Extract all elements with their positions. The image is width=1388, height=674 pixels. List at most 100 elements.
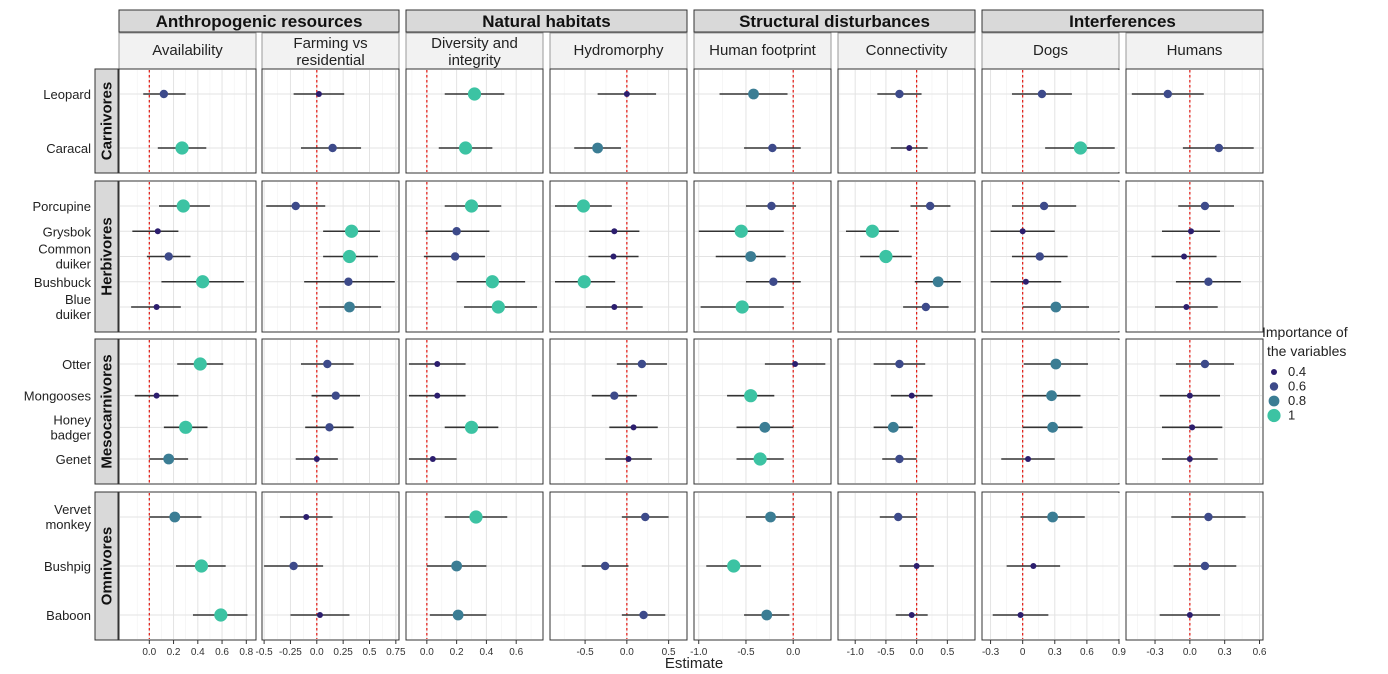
panel-mesocarnivores-humans: [1125, 338, 1264, 485]
x-tick-label: 0.0: [786, 647, 800, 658]
row-strip-bg: [94, 68, 119, 174]
estimate-point-honey-badger: [887, 421, 899, 433]
species-label-leopard: Leopard: [43, 87, 91, 102]
estimate-point-bushpig: [289, 561, 298, 571]
x-tick-label: 0.0: [910, 647, 924, 658]
estimate-point-porcupine: [576, 199, 591, 213]
x-axis-humans: -0.3 0.0 0.3 0.6: [1146, 640, 1267, 658]
estimate-point-honey-badger: [630, 424, 637, 431]
species-label-genet: Genet: [56, 452, 92, 467]
row-strip-carnivores: Carnivores: [94, 68, 119, 174]
var-strip-label: Hydromorphy: [573, 42, 664, 59]
var-strip-label: Availability: [152, 42, 223, 59]
x-axis-connectivity: -1.0 -0.5 0.0 0.5: [847, 640, 955, 658]
estimate-point-bushbuck: [769, 277, 778, 286]
species-label-porcupine: Porcupine: [32, 199, 91, 214]
estimate-point-mongooses: [434, 392, 441, 399]
estimate-point-mongooses: [153, 392, 160, 399]
estimate-point-grysbok: [344, 224, 359, 238]
estimate-point-common-duiker: [342, 249, 357, 264]
panel-bg: [1125, 338, 1264, 485]
species-label-mongooses: Mongooses: [24, 389, 92, 404]
legend-title-line: the variables: [1267, 343, 1346, 359]
panel-omnivores-diversity-and-integrity: [405, 491, 544, 641]
estimate-point-leopard: [467, 87, 482, 101]
estimate-point-genet: [753, 452, 767, 466]
estimate-point-honey-badger: [179, 420, 193, 434]
estimate-point-baboon: [761, 609, 773, 621]
group-strip-bg: [405, 9, 688, 33]
legend-title: Importance of the variables: [1262, 324, 1348, 359]
estimate-point-caracal: [1214, 143, 1224, 153]
legend-key-0-4: [1271, 369, 1277, 375]
estimate-point-leopard: [623, 91, 630, 97]
species-label-baboon: Baboon: [46, 608, 91, 623]
row-strip-label: Omnivores: [99, 527, 116, 605]
group-strip-bg: [118, 9, 400, 33]
estimate-point-mongooses: [1186, 392, 1193, 399]
panel-omnivores-humans: [1125, 491, 1264, 641]
panel-mesocarnivores-hydromorphy: [549, 338, 688, 485]
x-tick-label: -0.5: [576, 647, 594, 658]
panel-omnivores-farming-vs-residential: [261, 491, 400, 641]
panel-herbivores-connectivity: [837, 180, 976, 333]
x-tick-label: 0.5: [363, 647, 377, 658]
x-axis-hydromorphy: -0.5 0.0 0.5: [576, 640, 676, 658]
panel-mesocarnivores-dogs: [981, 338, 1120, 485]
var-strip-label: Connectivity: [866, 42, 948, 59]
estimate-point-porcupine: [291, 201, 300, 211]
estimate-point-grysbok: [734, 224, 748, 238]
row-strip-label: Mesocarnivores: [99, 354, 116, 468]
panel-omnivores-dogs: [981, 491, 1120, 641]
estimate-point-common-duiker: [879, 249, 893, 264]
legend-label-1: 1: [1288, 408, 1295, 423]
legend-title-line: Importance of: [1262, 324, 1348, 340]
var-strip-bg: [261, 32, 400, 70]
estimate-point-vervet-monkey: [1047, 511, 1059, 523]
x-tick-label: 0.5: [940, 647, 954, 658]
var-strip-bg: [405, 32, 544, 70]
species-label-line: badger: [51, 427, 92, 442]
x-axis-availability: 0.0 0.2 0.4 0.6 0.8: [142, 640, 254, 658]
estimate-point-otter: [193, 357, 207, 371]
estimate-point-blue-duiker: [153, 304, 160, 310]
estimate-point-blue-duiker: [1050, 301, 1062, 313]
estimate-point-otter: [637, 359, 647, 369]
x-tick-label: -0.3: [982, 647, 1000, 658]
row-strip-herbivores: Herbivores: [94, 180, 119, 333]
panel-omnivores-hydromorphy: [549, 491, 688, 641]
group-strip-label: Anthropogenic resources: [156, 12, 363, 31]
estimate-point-grysbok: [865, 224, 880, 238]
x-tick-label: 0.9: [1112, 647, 1126, 658]
panel-bg: [261, 68, 400, 174]
x-tick-label: 0.0: [420, 647, 434, 658]
estimate-point-common-duiker: [164, 252, 173, 261]
var-strip-hydromorphy: Hydromorphy: [549, 32, 688, 70]
estimate-point-vervet-monkey: [894, 512, 903, 522]
estimate-point-bushpig: [600, 561, 610, 571]
estimate-point-genet: [163, 453, 175, 465]
estimate-point-mongooses: [908, 392, 915, 399]
panel-herbivores-farming-vs-residential: [261, 180, 400, 333]
estimate-point-bushbuck: [344, 277, 353, 286]
estimate-point-baboon: [639, 610, 648, 620]
panel-bg: [549, 338, 688, 485]
x-axis-title: Estimate: [665, 655, 723, 672]
var-strip-label-line: integrity: [448, 52, 501, 69]
estimate-point-otter: [1200, 359, 1210, 369]
estimate-point-grysbok: [611, 228, 618, 235]
estimate-point-porcupine: [925, 201, 935, 211]
estimate-point-bushpig: [194, 559, 209, 573]
group-strip-structural-disturbances: Structural disturbances: [693, 9, 976, 33]
var-strip-label: Farming vs residential: [293, 35, 367, 69]
estimate-point-caracal: [175, 141, 189, 155]
x-tick-label: 0.0: [620, 647, 634, 658]
group-strip-label: Natural habitats: [482, 12, 610, 31]
estimate-point-blue-duiker: [611, 304, 618, 310]
x-tick-label: 0.3: [1048, 647, 1062, 658]
estimate-point-leopard: [159, 89, 169, 99]
estimate-point-vervet-monkey: [469, 510, 483, 524]
estimate-point-mongooses: [331, 391, 340, 400]
